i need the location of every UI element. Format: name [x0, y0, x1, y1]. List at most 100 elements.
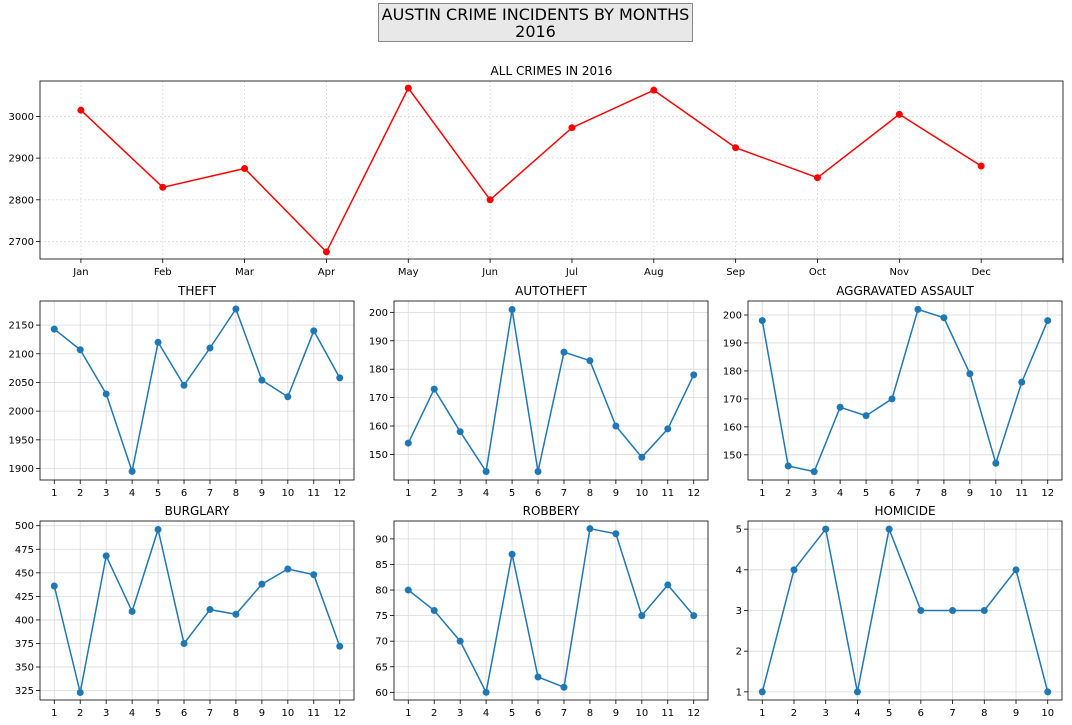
x-tick-label: 4 [129, 488, 135, 499]
data-point [310, 571, 318, 579]
data-point [560, 348, 568, 356]
y-tick-label: 4 [736, 565, 742, 576]
x-tick-label: 5 [886, 708, 892, 719]
data-point [284, 393, 292, 401]
data-point [154, 338, 162, 346]
figure-title-line2: 2016 [515, 22, 556, 41]
y-tick-label: 3 [736, 606, 742, 617]
data-point [1044, 688, 1052, 696]
plot-frame [39, 80, 1064, 260]
data-point [77, 106, 85, 114]
data-point [853, 688, 861, 696]
y-tick-label: 85 [375, 560, 388, 571]
data-point [486, 196, 494, 204]
x-tick-label: 12 [687, 488, 700, 499]
panel-4: 1 2 3 4 5 6 7 8 9 10 11 12150160170180190200AGGRAVA… [723, 284, 1063, 499]
series-line [407, 527, 695, 695]
panel-title: ROBBERY [523, 504, 580, 518]
data-point [966, 370, 974, 378]
x-tick-label: 4 [854, 708, 860, 719]
data-point [336, 374, 344, 382]
x-tick-label: 10 [989, 488, 1002, 499]
x-tick-label: 6 [889, 488, 895, 499]
x-tick-label: 8 [233, 488, 239, 499]
data-point [456, 637, 464, 645]
y-tick-label: 350 [15, 663, 34, 674]
x-tick-label: Dec [971, 267, 990, 278]
x-tick-label: 3 [457, 708, 463, 719]
y-tick-label: 190 [369, 336, 388, 347]
x-tick-label: 6 [535, 708, 541, 719]
y-tick-label: 75 [375, 611, 388, 622]
data-point [586, 525, 594, 533]
data-point [482, 467, 490, 475]
data-point [206, 606, 214, 614]
y-tick-label: 2900 [9, 154, 34, 165]
data-point [1018, 378, 1026, 386]
data-point [128, 607, 136, 615]
y-tick-label: 160 [723, 422, 742, 433]
series-line [407, 309, 695, 474]
y-tick-label: 2100 [9, 349, 34, 360]
x-tick-label: 3 [823, 708, 829, 719]
data-point [758, 317, 766, 325]
x-tick-label: 7 [949, 708, 955, 719]
x-tick-label: 7 [561, 708, 567, 719]
figure-title-line1: AUSTIN CRIME INCIDENTS BY MONTHS [381, 5, 690, 24]
y-tick-label: 450 [15, 568, 34, 579]
data-point [241, 165, 249, 173]
x-tick-label: 10 [635, 488, 648, 499]
x-tick-label: 1 [51, 488, 57, 499]
y-tick-label: 5 [736, 525, 742, 536]
data-point [430, 607, 438, 614]
plot-frame [393, 300, 709, 481]
y-tick-label: 1950 [9, 435, 34, 446]
data-point [917, 607, 925, 614]
x-tick-label: 12 [333, 708, 346, 719]
data-point [284, 565, 292, 573]
x-tick-label: 8 [981, 708, 987, 719]
x-tick-label: 5 [863, 488, 869, 499]
x-tick-label: 11 [307, 708, 320, 719]
y-tick-label: 80 [375, 586, 388, 597]
series-line [761, 308, 1049, 473]
data-point [568, 124, 576, 132]
data-point [758, 688, 766, 696]
plot-frame [39, 520, 355, 701]
data-point [560, 683, 568, 691]
data-point [154, 525, 162, 533]
data-point [862, 412, 870, 420]
data-point [888, 395, 896, 403]
data-point [895, 110, 903, 118]
data-point [50, 582, 58, 590]
y-tick-label: 170 [369, 393, 388, 404]
data-point [690, 371, 698, 379]
x-tick-label: 2 [77, 488, 83, 499]
x-tick-label: 12 [687, 708, 700, 719]
y-tick-label: 180 [369, 365, 388, 376]
x-tick-label: 1 [759, 708, 765, 719]
x-tick-label: 2 [77, 708, 83, 719]
y-tick-label: 2150 [9, 321, 34, 332]
x-tick-label: 9 [967, 488, 973, 499]
x-tick-label: 2 [785, 488, 791, 499]
data-point [914, 305, 922, 313]
y-tick-label: 60 [375, 688, 388, 699]
y-tick-label: 3000 [9, 112, 34, 123]
data-point [310, 327, 318, 335]
x-tick-label: 8 [587, 708, 593, 719]
x-tick-label: 11 [661, 488, 674, 499]
x-tick-label: Mar [235, 267, 255, 278]
x-tick-label: 6 [535, 488, 541, 499]
data-point [638, 453, 646, 461]
panel-2: 1 2 3 4 5 6 7 8 9 10 11 12190019502000205021002150T… [9, 284, 355, 499]
y-tick-label: 475 [15, 545, 34, 556]
y-tick-label: 2000 [9, 407, 34, 418]
x-tick-label: 6 [181, 488, 187, 499]
x-tick-label: 1 [405, 708, 411, 719]
x-tick-label: 10 [281, 708, 294, 719]
panel-title: ALL CRIMES IN 2016 [491, 64, 613, 78]
data-point [508, 550, 516, 558]
plot-frame [39, 300, 355, 481]
